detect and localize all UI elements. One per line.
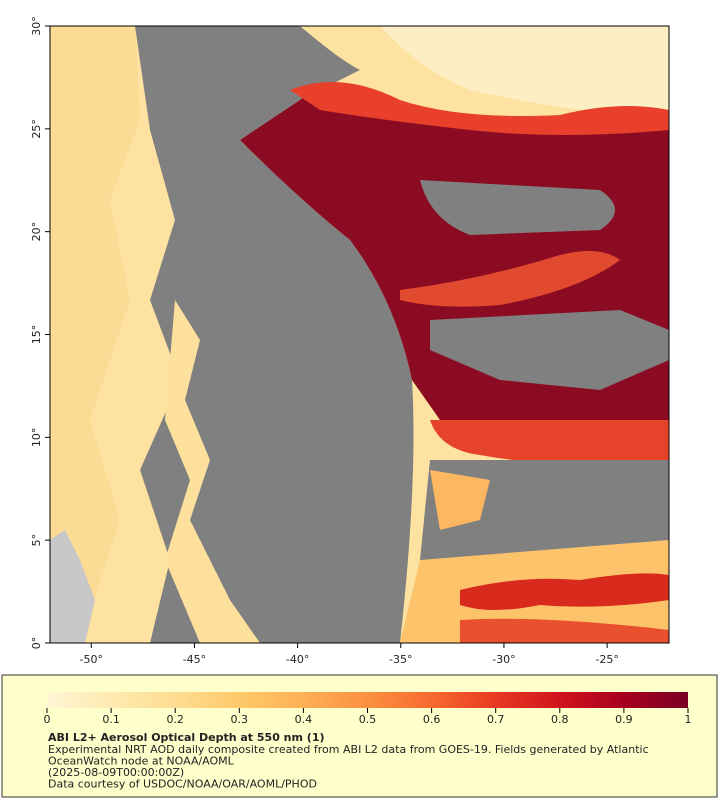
no-data-region [420,180,615,235]
colorbar-tick-label: 0.8 [551,713,569,726]
medium-aod-band [430,420,669,464]
medium-aod-band [290,82,669,135]
x-tick-label: -25° [595,653,618,666]
low-aod-area [50,26,140,643]
colorbar-axis: 0 0.1 0.2 0.3 0.4 0.5 0.6 0.7 0.8 0.9 1 [44,708,692,726]
caption: Experimental NRT AOD daily composite cre… [48,743,649,791]
colorbar-tick-label: 0.3 [231,713,249,726]
caption-line: Experimental NRT AOD daily composite cre… [48,743,649,756]
y-tick-label: 20° [30,222,43,242]
y-tick-label: 10° [30,428,43,448]
no-data-region [430,310,669,390]
map-image [50,26,669,643]
low-aod-area [430,470,490,530]
caption-title: ABI L2+ Aerosol Optical Depth at 550 nm … [48,731,325,744]
y-tick-label: 25° [30,119,43,139]
x-tick-label: -40° [286,653,309,666]
x-tick-label: -45° [183,653,206,666]
colorbar-tick-label: 0.9 [615,713,633,726]
medium-aod-band [460,618,669,643]
low-aod-area [165,300,260,643]
colorbar-tick-label: 0 [44,713,51,726]
land [50,530,95,643]
no-data-region [135,26,414,643]
colorbar-tick-label: 0.5 [359,713,377,726]
caption-line: (2025-08-09T00:00:00Z) [48,766,184,779]
x-tick-label: -50° [80,653,103,666]
y-tick-label: 30° [30,16,43,36]
colorbar-tick-label: 1 [685,713,692,726]
colorbar-tick-label: 0.4 [295,713,313,726]
colorbar-tick-label: 0.6 [423,713,441,726]
x-tick-label: -35° [389,653,412,666]
y-tick-label: 15° [30,325,43,345]
colorbar-tick-label: 0.7 [487,713,505,726]
caption-line: OceanWatch node at NOAA/AOML [48,755,235,768]
caption-line: Data courtesy of USDOC/NOAA/OAR/AOML/PHO… [48,778,317,791]
low-aod-area [380,26,669,120]
map-axes: -50° -45° -40° -35° -30° -25° 0° 5° 10° 15° 20° 25°… [30,16,619,666]
colorbar-tick-label: 0.2 [166,713,184,726]
colorbar-tick-label: 0.1 [102,713,120,726]
y-tick-label: 0° [30,637,43,650]
medium-aod-band [400,251,620,307]
high-aod-band [460,573,669,610]
x-tick-label: -30° [492,653,515,666]
y-tick-label: 5° [30,534,43,547]
colorbar [47,692,688,708]
